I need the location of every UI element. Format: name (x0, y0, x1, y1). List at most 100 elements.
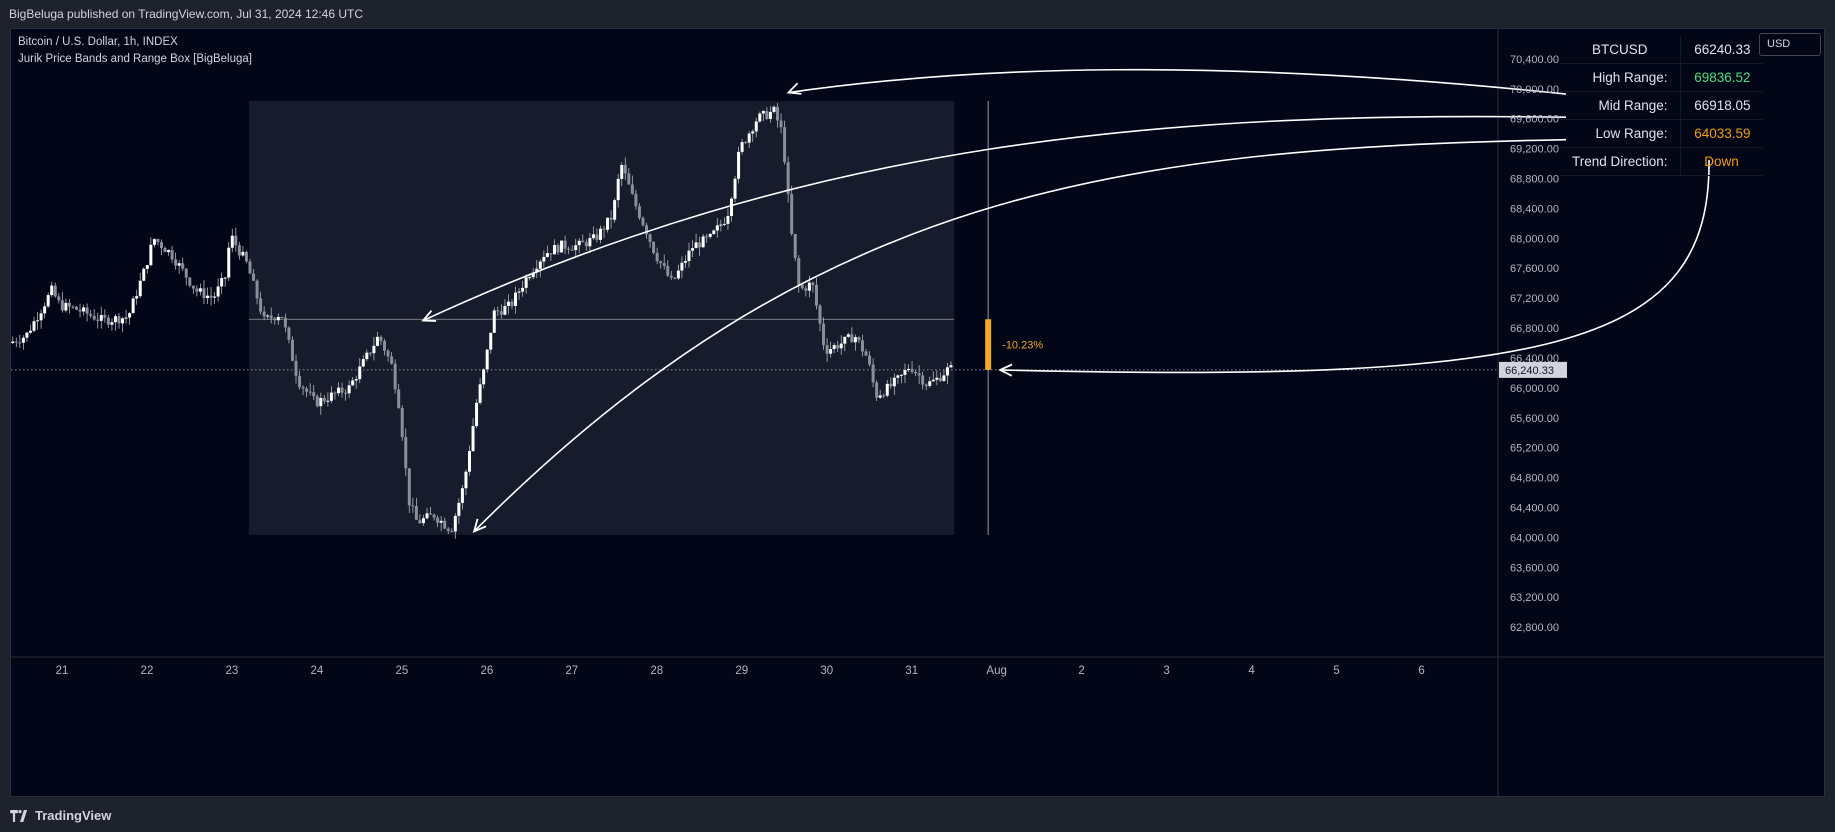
candle-body (248, 261, 252, 274)
candle-body (429, 513, 433, 515)
candle-body (570, 249, 574, 251)
candle-body (216, 286, 220, 297)
candle-body (174, 259, 178, 266)
top-bar: BigBeluga published on TradingView.com, … (0, 0, 1835, 28)
candle-body (659, 261, 663, 264)
candle-body (521, 287, 525, 292)
y-axis-tick-label: 62,800.00 (1510, 622, 1559, 634)
candle-body (581, 240, 585, 243)
table-row: High Range: 69836.52 (1560, 63, 1763, 92)
candle-body (705, 236, 709, 238)
candle-body (637, 206, 641, 218)
y-axis-tick-label: 70,400.00 (1510, 54, 1559, 66)
candle-body (375, 336, 379, 346)
annotation-arrow (788, 68, 1567, 95)
candle-body (715, 225, 719, 231)
candle-body (407, 468, 411, 506)
candle-body (432, 514, 436, 518)
candle-body (701, 236, 705, 248)
indicator-legend[interactable]: Jurik Price Bands and Range Box [BigBelu… (18, 53, 252, 65)
candle-body (797, 258, 801, 285)
candle-body (290, 339, 294, 361)
candle-body (230, 235, 234, 248)
candle-body (776, 106, 780, 121)
table-row: BTCUSD 66240.33 (1560, 36, 1763, 64)
candle-body (790, 193, 794, 234)
candle-body (301, 387, 305, 389)
candle-body (71, 306, 75, 308)
candle-body (719, 224, 723, 226)
candle-body (620, 165, 624, 179)
candle-body (67, 302, 71, 307)
publish-info: BigBeluga published on TradingView.com, … (9, 7, 364, 21)
candle-body (36, 320, 40, 322)
candle-body (344, 392, 348, 394)
candle-body (935, 377, 939, 380)
candle-body (729, 198, 733, 217)
tradingview-brand: TradingView (35, 808, 112, 823)
candle-body (460, 488, 464, 503)
y-axis-tick-label: 63,200.00 (1510, 592, 1559, 604)
candle-body (237, 245, 241, 256)
candle-body (223, 277, 227, 279)
x-axis-tick-label: 25 (395, 665, 408, 677)
candle-body (379, 336, 383, 341)
annotation-arrowhead (998, 363, 1013, 377)
candle-body (11, 341, 15, 343)
candle-body (492, 310, 496, 333)
y-axis-tick-label: 68,000.00 (1510, 233, 1559, 245)
candle-body (903, 370, 907, 375)
candle-body (811, 282, 815, 285)
candle-body (191, 285, 195, 289)
candle-body (322, 397, 326, 402)
range-info-table: BTCUSD 66240.33 High Range: 69836.52 Mid… (1560, 36, 1763, 176)
candle-body (687, 250, 691, 262)
candle-body (53, 285, 57, 297)
candle-body (163, 248, 167, 253)
x-axis-tick-label: 21 (56, 665, 69, 677)
candle-body (712, 230, 716, 234)
candle-body (142, 268, 146, 281)
candle-body (354, 379, 358, 381)
candle-body (32, 321, 36, 331)
candle-body (464, 471, 468, 489)
candle-body (627, 173, 631, 185)
candle-body (227, 247, 231, 278)
candle-body (60, 300, 64, 311)
y-axis-tick-label: 64,400.00 (1510, 502, 1559, 514)
currency-button[interactable]: USD (1759, 33, 1821, 56)
candle-body (411, 505, 415, 507)
price-chart[interactable]: -10.23% 70,400.00 70,000.00 69,600.00 69,200… (11, 29, 1824, 796)
tradingview-logo[interactable]: TradingView (10, 808, 111, 823)
candle-body (453, 515, 457, 532)
candle-body (945, 367, 949, 376)
candle-body (443, 520, 447, 529)
candle-body (478, 384, 482, 403)
candle-body (917, 373, 921, 376)
candle-body (96, 319, 100, 321)
candle-body (896, 375, 900, 378)
candle-body (85, 307, 89, 314)
y-axis-tick-label: 66,000.00 (1510, 383, 1559, 395)
candle-body (669, 275, 673, 278)
symbol-legend[interactable]: Bitcoin / U.S. Dollar, 1h, INDEX (18, 36, 178, 48)
candle-body (78, 309, 82, 312)
candle-body (779, 120, 783, 128)
candle-body (563, 240, 567, 249)
candle-body (829, 348, 833, 354)
y-axis-tick-label: 63,600.00 (1510, 562, 1559, 574)
candle-body (598, 228, 602, 240)
candle-body (368, 352, 372, 354)
candle-body (602, 228, 606, 230)
candle-body (138, 280, 142, 297)
candle-body (361, 359, 365, 367)
candle-body (942, 375, 946, 381)
x-axis-tick-label: 29 (735, 665, 748, 677)
candle-body (892, 377, 896, 387)
candle-body (457, 502, 461, 516)
chart-pane[interactable]: -10.23% 70,400.00 70,000.00 69,600.00 69,200… (10, 28, 1825, 797)
candle-body (836, 345, 840, 349)
range-box (248, 101, 955, 535)
candle-body (761, 110, 765, 114)
candle-body (121, 318, 125, 324)
